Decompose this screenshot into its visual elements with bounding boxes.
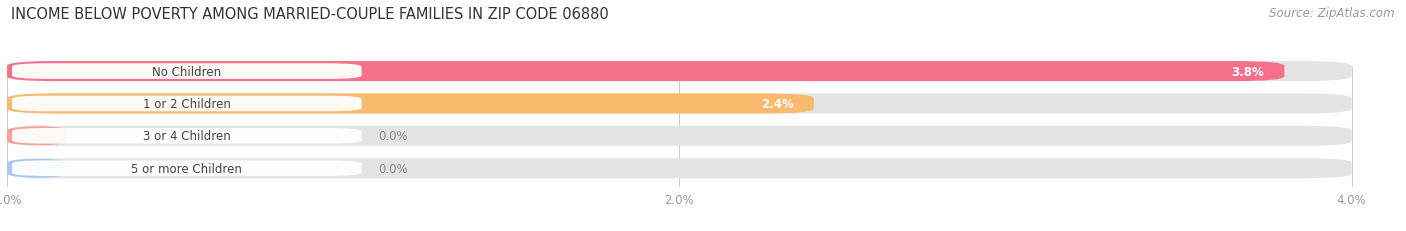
FancyBboxPatch shape (7, 94, 814, 114)
FancyBboxPatch shape (13, 161, 361, 176)
FancyBboxPatch shape (7, 158, 67, 179)
Text: 0.0%: 0.0% (378, 130, 408, 143)
Text: Source: ZipAtlas.com: Source: ZipAtlas.com (1270, 7, 1395, 20)
FancyBboxPatch shape (13, 128, 361, 144)
FancyBboxPatch shape (7, 158, 1351, 179)
FancyBboxPatch shape (7, 62, 1351, 82)
Text: INCOME BELOW POVERTY AMONG MARRIED-COUPLE FAMILIES IN ZIP CODE 06880: INCOME BELOW POVERTY AMONG MARRIED-COUPL… (11, 7, 609, 22)
FancyBboxPatch shape (7, 62, 1284, 82)
FancyBboxPatch shape (13, 64, 361, 79)
FancyBboxPatch shape (13, 96, 361, 112)
Text: 3 or 4 Children: 3 or 4 Children (143, 130, 231, 143)
Text: 3.8%: 3.8% (1232, 65, 1264, 78)
Text: 5 or more Children: 5 or more Children (131, 162, 242, 175)
FancyBboxPatch shape (7, 126, 67, 146)
FancyBboxPatch shape (7, 126, 1351, 146)
Text: No Children: No Children (152, 65, 221, 78)
Text: 2.4%: 2.4% (761, 97, 793, 110)
Text: 0.0%: 0.0% (378, 162, 408, 175)
Text: 1 or 2 Children: 1 or 2 Children (143, 97, 231, 110)
FancyBboxPatch shape (7, 94, 1351, 114)
